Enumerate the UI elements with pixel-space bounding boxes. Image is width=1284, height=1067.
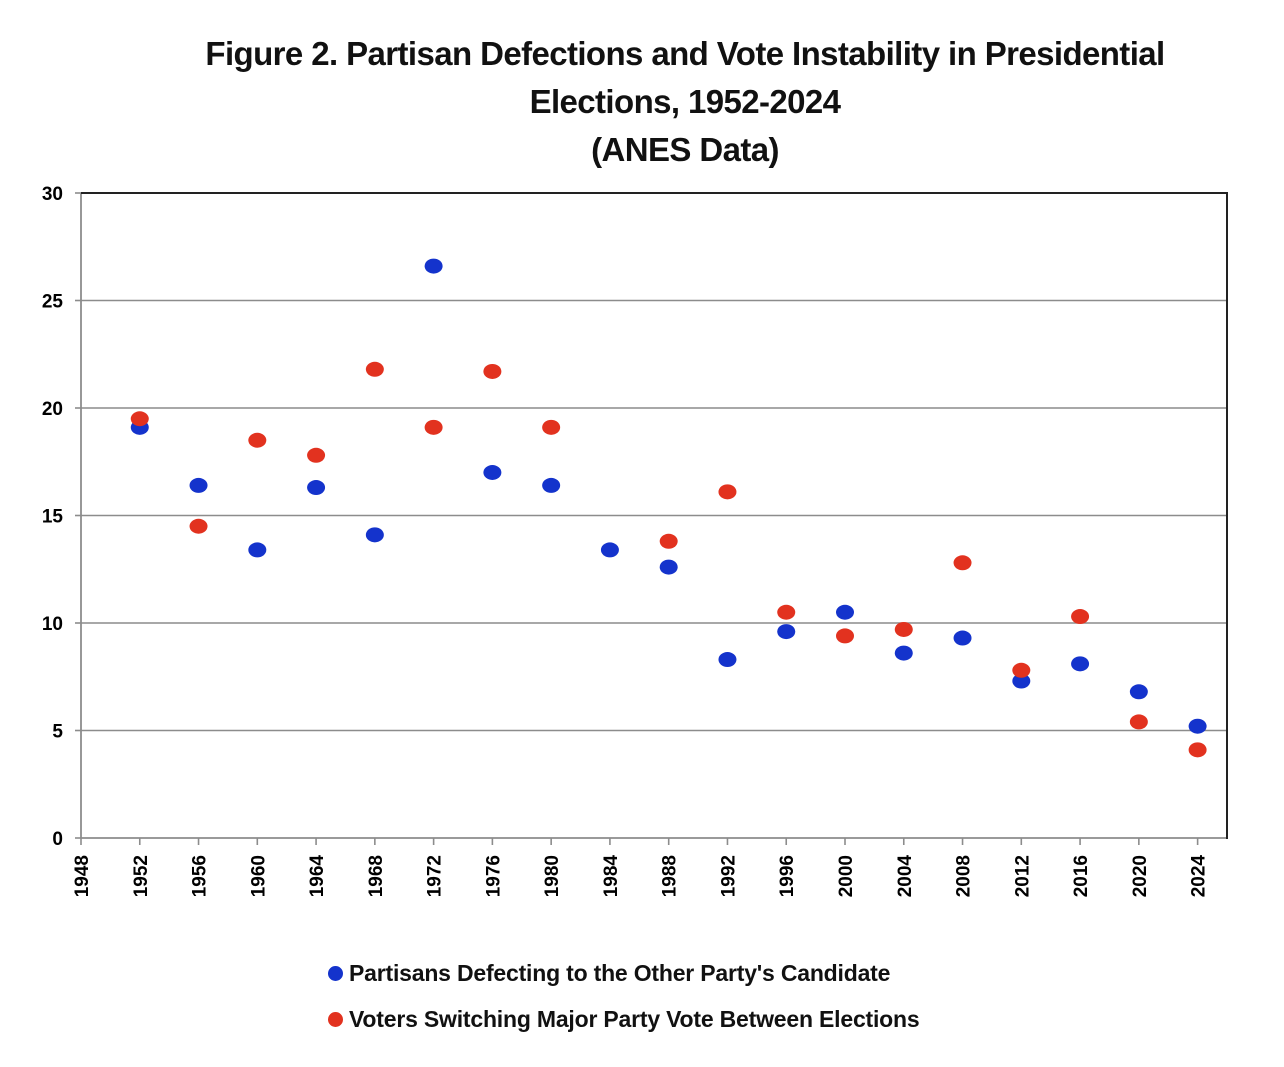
data-point — [659, 533, 678, 549]
data-points — [130, 258, 1207, 758]
legend-label-partisans-defecting: Partisans Defecting to the Other Party's… — [349, 959, 891, 986]
data-point — [307, 480, 326, 496]
x-tick-label: 2004 — [895, 855, 916, 898]
y-tick-label: 5 — [52, 722, 63, 743]
data-point — [659, 559, 678, 575]
x-tick-label: 1976 — [483, 855, 504, 897]
x-tick-label: 2008 — [954, 855, 975, 897]
legend-label-voters-switching: Voters Switching Major Party Vote Betwee… — [349, 1005, 920, 1032]
data-point — [718, 652, 737, 668]
data-point — [1129, 684, 1148, 700]
data-point — [777, 624, 796, 640]
chart-title-line-2: Elections, 1952-2024 — [529, 83, 841, 120]
y-tick-label: 15 — [42, 507, 64, 528]
chart-title-line-3: (ANES Data) — [591, 131, 779, 168]
data-point — [777, 604, 796, 620]
x-tick-label: 2012 — [1012, 855, 1033, 897]
axes — [75, 192, 1228, 845]
x-tick-label: 1964 — [307, 855, 328, 898]
data-point — [600, 542, 619, 558]
data-point — [189, 518, 208, 534]
data-point — [365, 361, 384, 377]
data-point — [1012, 662, 1031, 678]
data-point — [542, 477, 561, 493]
legend-item-partisans-defecting: Partisans Defecting to the Other Party's… — [328, 950, 919, 996]
y-tick-label: 30 — [42, 184, 63, 205]
x-tick-label: 1948 — [72, 855, 93, 897]
series-0 — [130, 258, 1207, 734]
x-tick-label: 1952 — [131, 855, 152, 897]
data-point — [953, 555, 972, 571]
tick-labels: 0 5 10 15 20 25 30 1948 1952 1956 1960 1964 1968 1972… — [42, 184, 1210, 897]
data-point — [836, 628, 854, 644]
data-point — [365, 527, 384, 543]
data-point — [248, 542, 267, 558]
x-tick-label: 2000 — [836, 855, 857, 897]
x-tick-label: 2020 — [1130, 855, 1151, 897]
x-tick-label: 1980 — [542, 855, 563, 897]
x-tick-label: 1972 — [425, 855, 446, 897]
data-point — [718, 484, 737, 500]
chart-title: Figure 2. Partisan Defections and Vote I… — [110, 30, 1260, 174]
data-point — [953, 630, 972, 646]
data-point — [894, 645, 913, 661]
gridlines — [81, 299, 1227, 732]
legend: Partisans Defecting to the Other Party's… — [328, 950, 920, 1042]
data-point — [894, 621, 913, 637]
y-tick-label: 0 — [52, 829, 63, 850]
x-tick-label: 1984 — [601, 855, 622, 898]
data-point — [424, 258, 443, 274]
series-1 — [130, 361, 1207, 758]
chart-title-line-1: Figure 2. Partisan Defections and Vote I… — [205, 35, 1165, 72]
x-tick-label: 1988 — [660, 855, 681, 897]
data-point — [1188, 742, 1207, 758]
data-point — [248, 432, 267, 448]
data-point — [483, 363, 502, 379]
data-point — [424, 419, 443, 435]
y-tick-label: 10 — [42, 614, 63, 635]
data-point — [1188, 718, 1207, 734]
x-tick-label: 2024 — [1189, 855, 1210, 898]
data-point — [130, 411, 149, 427]
data-point — [1129, 714, 1148, 730]
data-point — [1071, 609, 1090, 625]
data-point — [542, 419, 561, 435]
legend-marker-blue-icon — [328, 965, 343, 981]
data-point — [483, 465, 502, 480]
data-point — [836, 604, 854, 620]
x-tick-label: 2016 — [1071, 855, 1092, 897]
x-tick-label: 1996 — [777, 855, 798, 897]
y-tick-label: 20 — [42, 399, 63, 420]
x-tick-label: 1992 — [718, 855, 739, 897]
data-point — [1071, 656, 1090, 672]
legend-item-voters-switching: Voters Switching Major Party Vote Betwee… — [328, 996, 920, 1042]
y-tick-label: 25 — [42, 292, 64, 313]
x-tick-label: 1960 — [248, 855, 269, 897]
x-tick-label: 1968 — [366, 855, 387, 897]
legend-marker-red-icon — [328, 1011, 343, 1027]
x-tick-label: 1956 — [190, 855, 211, 897]
data-point — [1012, 673, 1031, 689]
data-point — [307, 447, 326, 463]
data-point — [189, 477, 208, 493]
